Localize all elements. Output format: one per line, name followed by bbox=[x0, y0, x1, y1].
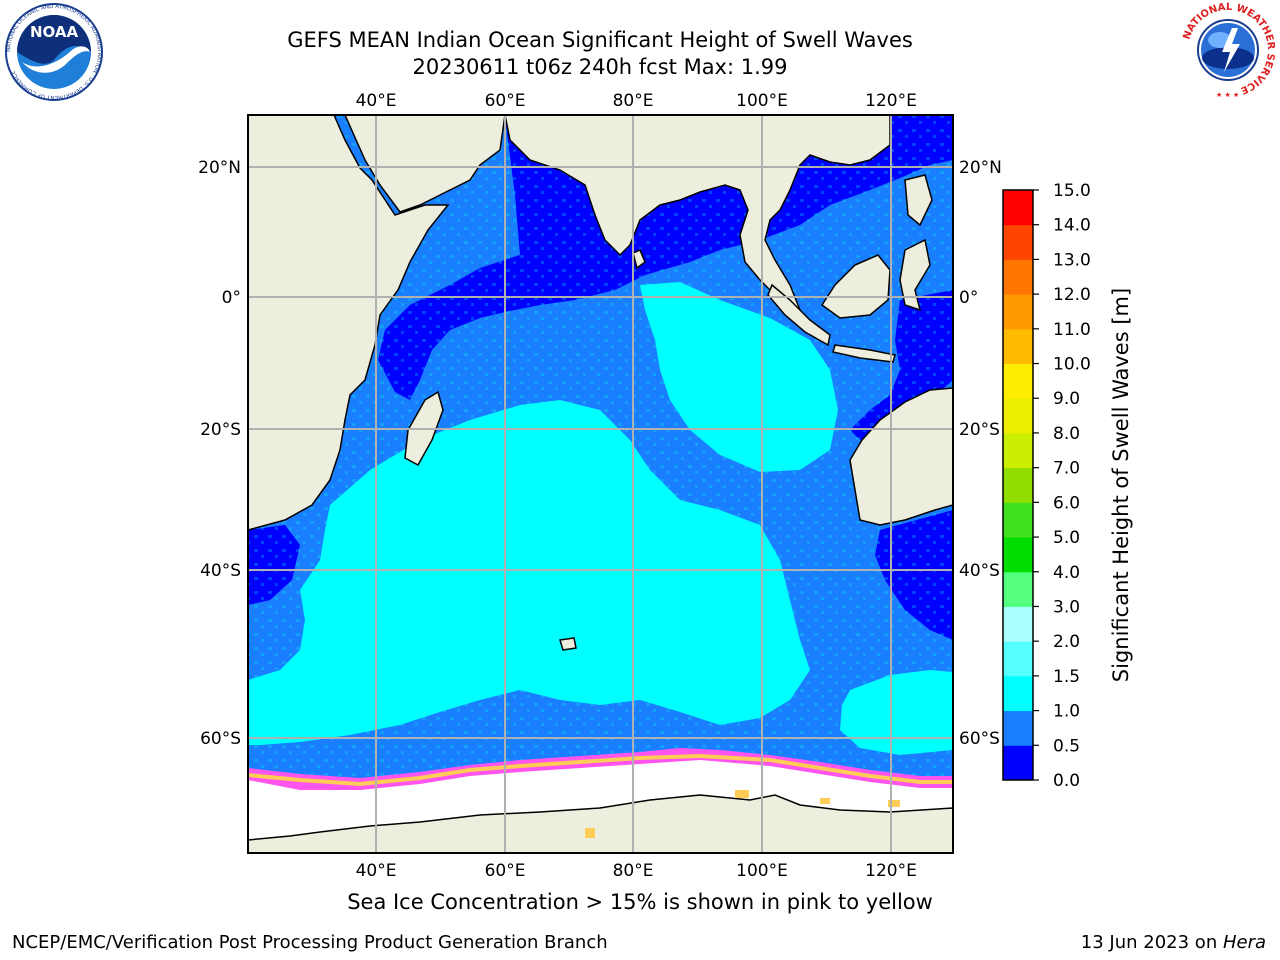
colorbar-tick-label: 14.0 bbox=[1053, 216, 1091, 236]
footer-date-text: 13 Jun 2023 on bbox=[1080, 932, 1223, 953]
colorbar-segment bbox=[1003, 363, 1033, 399]
noaa-logo: NATIONAL OCEANIC AND ATMOSPHERIC ADMINIS… bbox=[5, 3, 103, 101]
colorbar-segment bbox=[1003, 606, 1033, 642]
sea-ice-edge-yellow bbox=[248, 753, 953, 787]
lon-label-top: 80°E bbox=[613, 91, 654, 111]
colorbar-tick-label: 10.0 bbox=[1053, 355, 1091, 375]
colorbar-tick-label: 9.0 bbox=[1053, 389, 1080, 409]
lon-label-bottom: 60°E bbox=[485, 861, 526, 881]
colorbar-segment bbox=[1003, 259, 1033, 295]
colorbar-tick-label: 15.0 bbox=[1053, 181, 1091, 201]
lon-label-bottom: 40°E bbox=[356, 861, 397, 881]
colorbar-tick-label: 11.0 bbox=[1053, 320, 1091, 340]
ice-patch bbox=[820, 798, 830, 804]
colorbar-segment bbox=[1003, 398, 1033, 434]
ice-patch bbox=[585, 828, 595, 838]
lon-label-top: 100°E bbox=[736, 91, 788, 111]
land-africa bbox=[248, 115, 450, 531]
ice-patch bbox=[735, 790, 749, 798]
chart-title: GEFS MEAN Indian Ocean Significant Heigh… bbox=[287, 28, 913, 52]
sea-ice-caption: Sea Ice Concentration > 15% is shown in … bbox=[347, 890, 933, 914]
colorbar-segment bbox=[1003, 710, 1033, 746]
colorbar-tick-label: 12.0 bbox=[1053, 285, 1091, 305]
lat-label-right: 40°S bbox=[959, 561, 1000, 581]
colorbar-tick-label: 1.0 bbox=[1053, 702, 1080, 722]
lat-label-right: 0° bbox=[959, 288, 978, 308]
colorbar-tick-label: 5.0 bbox=[1053, 528, 1080, 548]
colorbar-tick-label: 2.0 bbox=[1053, 632, 1080, 652]
land-philippines bbox=[904, 174, 933, 227]
lat-label-left: 20°S bbox=[200, 420, 241, 440]
colorbar-segment bbox=[1003, 641, 1033, 677]
lat-label-right: 20°S bbox=[959, 420, 1000, 440]
svg-text:★ ★ ★: ★ ★ ★ bbox=[1216, 91, 1239, 99]
land-sri-lanka bbox=[632, 249, 646, 270]
colorbar-segment bbox=[1003, 675, 1033, 712]
colorbar-label: Significant Height of Swell Waves [m] bbox=[1109, 288, 1133, 682]
lon-label-top: 40°E bbox=[356, 91, 397, 111]
footer-host: Hera bbox=[1222, 932, 1266, 953]
map-area bbox=[248, 115, 953, 853]
colorbar-segment bbox=[1003, 224, 1033, 260]
colorbar-tick-label: 1.5 bbox=[1053, 667, 1080, 687]
lon-label-top: 60°E bbox=[485, 91, 526, 111]
footer-date: 13 Jun 2023 on Hera bbox=[1081, 932, 1266, 953]
lat-label-right: 60°S bbox=[959, 729, 1000, 749]
land-australia bbox=[849, 387, 953, 526]
land-java bbox=[832, 344, 896, 363]
noaa-logo-text: NOAA bbox=[30, 23, 79, 41]
lat-label-right: 20°N bbox=[959, 158, 1002, 178]
colorbar: 0.0 0.5 1.0 1.5 2.0 3.0 4.0 5.0 6.0 7.0 8.0 9.0 10.0… bbox=[1002, 181, 1091, 791]
colorbar-tick-label: 3.0 bbox=[1053, 597, 1080, 617]
colorbar-tick-label: 13.0 bbox=[1053, 250, 1091, 270]
colorbar-segment bbox=[1003, 502, 1033, 538]
footer-organization: NCEP/EMC/Verification Post Processing Pr… bbox=[12, 932, 608, 953]
colorbar-frame bbox=[1002, 189, 1034, 781]
colorbar-segment bbox=[1003, 432, 1033, 469]
colorbar-segment bbox=[1003, 571, 1033, 607]
lon-label-top: 120°E bbox=[865, 91, 917, 111]
lat-label-left: 20°N bbox=[198, 158, 241, 178]
colorbar-segment bbox=[1003, 190, 1033, 226]
colorbar-segment bbox=[1003, 745, 1033, 781]
land-sumatra bbox=[767, 283, 831, 347]
colorbar-tick-label: 8.0 bbox=[1053, 424, 1080, 444]
colorbar-tick-label: 0.5 bbox=[1053, 736, 1080, 756]
lon-label-bottom: 100°E bbox=[736, 861, 788, 881]
colorbar-tick-label: 6.0 bbox=[1053, 493, 1080, 513]
lat-label-left: 40°S bbox=[200, 561, 241, 581]
land-antarctica bbox=[248, 794, 953, 853]
lon-label-bottom: 80°E bbox=[613, 861, 654, 881]
colorbar-segment bbox=[1003, 294, 1033, 330]
ice-patch bbox=[888, 800, 900, 807]
land-kerguelen bbox=[559, 637, 577, 651]
lon-label-bottom: 120°E bbox=[865, 861, 917, 881]
land-south-asia bbox=[504, 115, 891, 312]
nws-logo: NATIONAL WEATHER SERVICE ★ ★ ★ bbox=[1181, 2, 1276, 99]
chart-subtitle: 20230611 t06z 240h fcst Max: 1.99 bbox=[412, 55, 788, 79]
colorbar-segment bbox=[1003, 537, 1033, 573]
map-gridlines bbox=[248, 115, 953, 853]
colorbar-tick-label: 4.0 bbox=[1053, 563, 1080, 583]
colorbar-tick-label: 0.0 bbox=[1053, 771, 1080, 791]
colorbar-segment bbox=[1003, 328, 1033, 365]
land-sulawesi bbox=[899, 238, 931, 312]
colorbar-tick-label: 7.0 bbox=[1053, 459, 1080, 479]
colorbar-segment bbox=[1003, 467, 1033, 503]
land-borneo bbox=[820, 254, 891, 319]
map-frame bbox=[247, 114, 954, 854]
lat-label-left: 60°S bbox=[200, 729, 241, 749]
lat-label-left: 0° bbox=[222, 288, 241, 308]
